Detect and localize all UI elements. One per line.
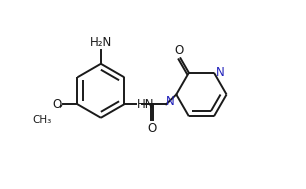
Text: N: N: [166, 95, 175, 108]
Text: O: O: [174, 44, 184, 57]
Text: H₂N: H₂N: [90, 36, 112, 49]
Text: HN: HN: [137, 98, 155, 111]
Text: CH₃: CH₃: [32, 115, 51, 125]
Text: O: O: [52, 98, 62, 111]
Text: O: O: [148, 122, 157, 135]
Text: N: N: [215, 66, 224, 79]
